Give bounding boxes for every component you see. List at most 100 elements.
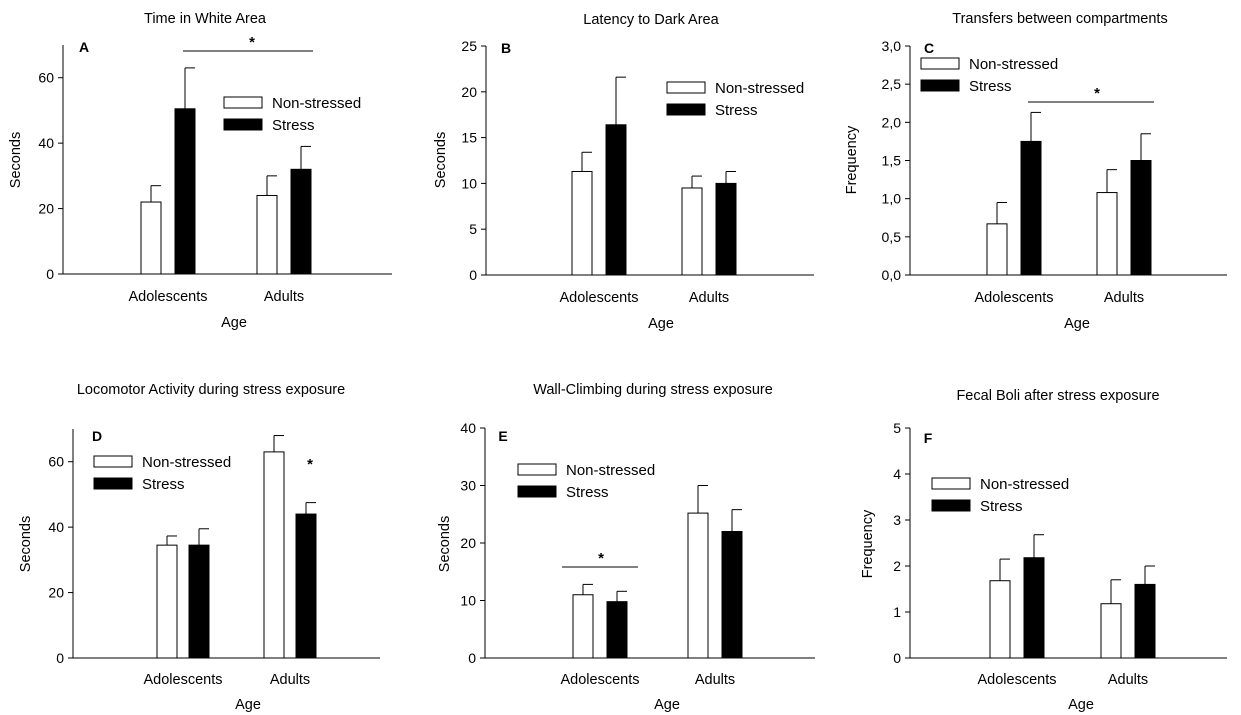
panel-label: D: [92, 428, 102, 444]
y-tick-label: 40: [38, 135, 54, 151]
bar: [1020, 140, 1042, 276]
legend-label: Stress: [566, 484, 609, 501]
y-tick-label: 0: [893, 650, 901, 666]
category-label: Adults: [695, 672, 735, 688]
legend-swatch: [931, 499, 971, 512]
bar: [721, 531, 743, 659]
x-axis-label: Age: [1068, 697, 1094, 713]
bar: [1023, 557, 1045, 659]
y-tick-label: 4: [893, 466, 901, 482]
legend-swatch: [93, 477, 133, 490]
bar: [188, 544, 210, 659]
panel-f: Fecal Boli after stress exposure F 0 1 2 3 4 5 F…: [860, 388, 1227, 713]
bar: [571, 170, 593, 276]
panel-d: Locomotor Activity during stress exposur…: [18, 382, 380, 713]
legend-label: Non-stressed: [980, 476, 1069, 493]
y-tick-label: 5: [469, 221, 477, 237]
legend-swatch: [920, 57, 960, 70]
y-tick-label: 25: [461, 38, 477, 54]
y-tick-label: 20: [38, 201, 54, 217]
y-tick-label: 2,0: [882, 114, 902, 130]
legend-swatch: [920, 79, 960, 92]
legend-swatch: [223, 96, 263, 109]
panel-label: C: [924, 40, 934, 56]
chart-title: Wall-Climbing during stress exposure: [533, 382, 773, 398]
category-label: Adults: [1108, 672, 1148, 688]
category-label: Adolescents: [975, 290, 1054, 306]
category-label: Adults: [270, 672, 310, 688]
bar: [290, 168, 312, 275]
chart-title: Locomotor Activity during stress exposur…: [77, 382, 345, 398]
panel-label: B: [501, 40, 511, 56]
x-axis-label: Age: [221, 315, 247, 331]
bar: [1130, 160, 1152, 276]
bar: [572, 594, 594, 659]
bar: [986, 223, 1008, 276]
bar: [263, 451, 285, 659]
y-axis-label: Frequency: [844, 125, 860, 194]
bar: [715, 182, 737, 276]
y-tick-label: 0,5: [882, 229, 902, 245]
chart-title: Time in White Area: [144, 11, 267, 27]
panel-label: F: [924, 430, 933, 446]
y-tick-label: 30: [460, 478, 476, 494]
bar: [174, 108, 196, 275]
panel-c: Transfers between compartments C 0,0 0,5 1,0…: [844, 11, 1227, 332]
y-tick-label: 0: [469, 267, 477, 283]
panel-e: Wall-Climbing during stress exposure E 0 10…: [437, 382, 815, 713]
panel-a: Time in White Area A 0 20 40 60 Seconds Age Adol…: [8, 11, 392, 331]
bar: [1134, 583, 1156, 659]
x-axis-label: Age: [235, 697, 261, 713]
legend-swatch: [93, 455, 133, 468]
legend-label: Non-stressed: [969, 56, 1058, 73]
y-axis-label: Seconds: [433, 132, 449, 188]
y-tick-label: 3: [893, 512, 901, 528]
significance-star: *: [598, 550, 604, 567]
y-axis-label: Seconds: [18, 516, 34, 572]
panel-b: Latency to Dark Area B 0 5 10 15 20 25 Seconds Ag…: [433, 12, 814, 332]
x-axis-label: Age: [1064, 316, 1090, 332]
significance-star: *: [1094, 85, 1100, 102]
bar: [681, 187, 703, 276]
legend-label: Non-stressed: [272, 95, 361, 112]
category-label: Adolescents: [144, 672, 223, 688]
chart-title: Transfers between compartments: [952, 11, 1167, 27]
legend-swatch: [666, 81, 706, 94]
bar: [989, 580, 1011, 659]
category-label: Adults: [1104, 290, 1144, 306]
category-label: Adolescents: [129, 289, 208, 305]
y-tick-label: 1: [893, 604, 901, 620]
y-axis-label: Seconds: [8, 132, 24, 188]
y-tick-label: 1,0: [882, 191, 902, 207]
legend-label: Non-stressed: [142, 454, 231, 471]
y-axis-label: Seconds: [437, 516, 453, 572]
y-tick-label: 2,5: [882, 76, 902, 92]
x-axis-label: Age: [654, 697, 680, 713]
y-tick-label: 20: [460, 535, 476, 551]
y-tick-label: 1,5: [882, 153, 902, 169]
significance-star: *: [307, 456, 313, 473]
legend-label: Stress: [272, 117, 315, 134]
y-tick-label: 20: [461, 84, 477, 100]
legend-label: Stress: [715, 102, 758, 119]
legend-swatch: [223, 118, 263, 131]
y-tick-label: 60: [48, 454, 64, 470]
legend-swatch: [517, 463, 557, 476]
y-tick-label: 40: [48, 519, 64, 535]
y-tick-label: 10: [460, 593, 476, 609]
y-tick-label: 10: [461, 175, 477, 191]
legend-label: Stress: [969, 78, 1012, 95]
legend-swatch: [666, 103, 706, 116]
y-tick-label: 20: [48, 585, 64, 601]
chart-title: Latency to Dark Area: [583, 12, 719, 28]
category-label: Adults: [689, 290, 729, 306]
y-tick-label: 15: [461, 130, 477, 146]
bar: [605, 124, 627, 276]
legend-label: Non-stressed: [566, 462, 655, 479]
legend-label: Stress: [142, 476, 185, 493]
category-label: Adolescents: [561, 672, 640, 688]
panel-label: A: [79, 39, 89, 55]
y-tick-label: 0: [46, 266, 54, 282]
y-tick-label: 3,0: [882, 38, 902, 54]
